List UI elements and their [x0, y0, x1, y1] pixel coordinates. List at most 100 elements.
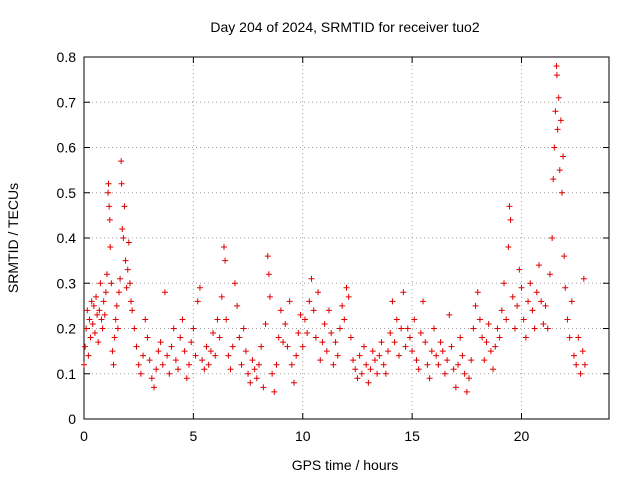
data-point: [336, 325, 343, 332]
data-point: [199, 357, 206, 364]
data-point: [402, 343, 409, 350]
data-point: [201, 366, 208, 373]
data-point: [114, 325, 121, 332]
y-tick-label: 0.1: [57, 366, 77, 382]
data-point: [102, 289, 109, 296]
data-point: [505, 244, 512, 251]
data-point: [94, 311, 101, 318]
data-point: [125, 239, 132, 246]
data-point: [234, 302, 241, 309]
data-point: [210, 330, 217, 337]
data-point: [256, 361, 262, 368]
data-point: [459, 352, 466, 359]
data-point: [369, 348, 376, 355]
data-point: [426, 375, 433, 382]
x-tick-label: 5: [189, 428, 197, 444]
data-point: [177, 334, 184, 341]
data-point: [398, 325, 405, 332]
data-point: [466, 375, 472, 382]
data-point: [116, 289, 122, 296]
data-point: [463, 388, 470, 395]
chart-title: Day 204 of 2024, SRMTID for receiver tuo…: [210, 19, 479, 35]
data-point: [490, 366, 497, 373]
data-point: [231, 280, 238, 287]
data-point: [236, 334, 243, 341]
data-point: [293, 352, 300, 359]
y-tick-label: 0.6: [57, 140, 77, 156]
data-point: [391, 339, 398, 346]
data-point: [308, 275, 315, 282]
data-point: [214, 316, 221, 323]
data-point: [168, 343, 175, 350]
data-point: [123, 284, 130, 291]
data-point: [556, 167, 563, 174]
data-point: [99, 325, 106, 332]
data-point: [120, 235, 127, 241]
data-point: [273, 361, 280, 368]
data-point: [124, 266, 131, 273]
data-point: [317, 357, 324, 364]
data-point: [444, 357, 451, 364]
y-tick-label: 0.2: [57, 321, 77, 337]
data-point: [507, 216, 514, 223]
data-point: [91, 330, 98, 337]
data-point: [111, 334, 118, 341]
data-point: [118, 158, 125, 165]
data-point: [84, 307, 91, 314]
data-point: [487, 348, 494, 355]
data-point: [221, 244, 227, 251]
data-point: [266, 293, 273, 300]
data-point: [503, 316, 510, 323]
y-tick-label: 0.5: [57, 185, 77, 201]
data-point: [396, 352, 402, 359]
data-point: [282, 320, 289, 327]
data-point: [409, 348, 416, 355]
y-tick-label: 0.7: [57, 94, 77, 110]
data-point: [238, 361, 245, 368]
y-tick-label: 0.8: [57, 49, 77, 65]
data-point: [555, 94, 562, 101]
data-point: [431, 325, 437, 332]
data-point: [380, 361, 387, 368]
data-point: [110, 361, 117, 368]
data-point: [192, 352, 199, 359]
data-point: [155, 348, 162, 355]
data-point: [347, 334, 354, 341]
data-point: [194, 298, 201, 305]
y-tick-label: 0.3: [57, 275, 77, 291]
data-point: [146, 357, 153, 364]
data-point: [225, 352, 232, 359]
data-point: [483, 339, 490, 346]
data-point: [196, 284, 203, 291]
data-point: [417, 330, 424, 337]
x-tick-label: 20: [514, 428, 530, 444]
data-point: [277, 307, 284, 314]
data-point: [295, 330, 302, 337]
data-point: [82, 343, 89, 350]
data-point: [371, 357, 378, 364]
data-point: [343, 284, 350, 291]
data-point: [461, 370, 468, 377]
data-point: [286, 298, 293, 305]
data-point: [365, 379, 372, 386]
data-point: [350, 357, 357, 364]
x-tick-label: 0: [80, 428, 88, 444]
data-point: [96, 307, 103, 314]
axis-ticks: 0 0.1 0.2 0.3 0.4 0.5 0.6 0.7 0.8 0 5 10 15 20: [57, 49, 609, 444]
data-point: [121, 203, 128, 210]
data-point: [181, 348, 188, 355]
data-point: [573, 361, 580, 368]
data-point: [496, 334, 503, 341]
data-point: [288, 361, 295, 368]
data-point: [363, 361, 370, 368]
data-point: [122, 257, 129, 264]
grid-lines: [84, 57, 609, 419]
data-point: [501, 280, 507, 287]
data-point: [251, 366, 258, 373]
data-point: [413, 357, 420, 364]
data-point: [161, 289, 168, 296]
data-point: [560, 153, 567, 160]
data-point: [323, 348, 330, 355]
data-point: [117, 275, 124, 282]
data-point: [536, 262, 542, 269]
